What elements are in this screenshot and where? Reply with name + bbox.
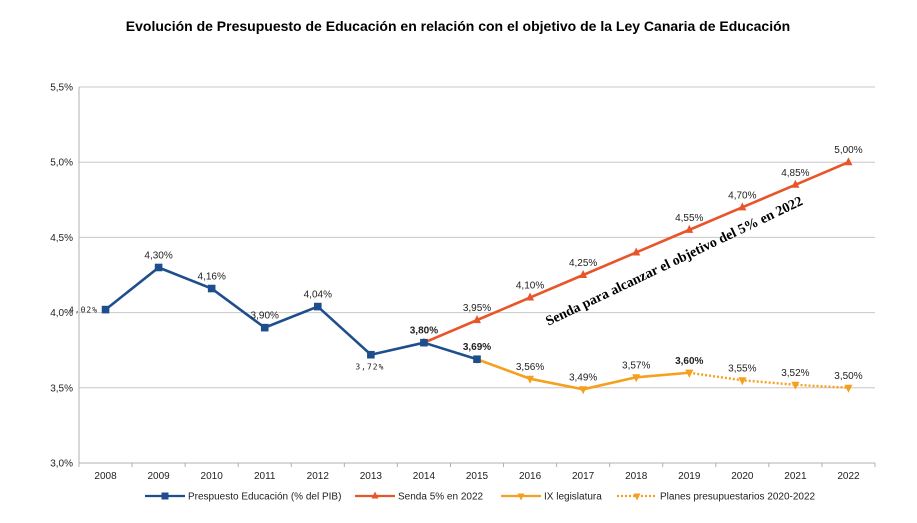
data-point-triangle-down [791, 381, 800, 390]
data-point-square [154, 263, 163, 272]
series-group [101, 157, 853, 395]
series-1 [419, 157, 853, 346]
data-label: 3,60% [675, 356, 703, 367]
data-point-square [473, 355, 481, 364]
x-tick-label: 2020 [731, 471, 754, 482]
data-point-triangle-down [526, 375, 535, 384]
x-tick-label: 2015 [466, 471, 489, 482]
data-point-square [260, 323, 269, 332]
legend: Prespuesto Educación (% del PIB) Senda 5%… [145, 491, 816, 503]
y-axis: 3,0% 3,5% 4,0% 4,5% 5,0% 5,5% [50, 83, 80, 470]
y-tick-label: 4,5% [50, 233, 73, 244]
y-tick-label: 4,0% [50, 308, 73, 319]
data-label: 5,00% [834, 145, 862, 156]
data-label: 4,85% [781, 168, 809, 179]
legend-label: Prespuesto Educación (% del PIB) [188, 492, 341, 503]
data-label: 3,55% [728, 363, 756, 374]
x-tick-label: 2022 [837, 471, 860, 482]
x-tick-label: 2016 [519, 471, 542, 482]
data-label: 3,49% [569, 372, 597, 383]
x-tick-label: 2013 [360, 471, 383, 482]
data-label: 4,30% [144, 250, 172, 261]
data-point-triangle-down [517, 493, 525, 501]
data-label: 4,70% [728, 190, 756, 201]
data-label: 3,52% [781, 368, 809, 379]
data-point-triangle-up [844, 157, 853, 166]
data-point-triangle-up [632, 247, 641, 256]
data-point-square [314, 302, 322, 311]
x-tick-label: 2011 [254, 471, 276, 482]
data-label: 3,57% [622, 360, 650, 371]
x-tick-label: 2008 [94, 471, 117, 482]
data-label: 3,80% [410, 326, 438, 337]
y-tick-label: 5,0% [50, 158, 73, 169]
x-tick-label: 2010 [201, 471, 224, 482]
legend-item: Planes presupuestarios 2020-2022 [617, 492, 816, 503]
data-point-square [101, 305, 110, 314]
data-label: 4,55% [675, 213, 703, 224]
x-axis: 2008 2009 2010 2011 2012 2013 2014 2015 2016 2017… [78, 462, 876, 482]
x-tick-label: 2021 [784, 471, 807, 482]
legend-item: Prespuesto Educación (% del PIB) [145, 492, 341, 503]
series-line [689, 371, 849, 389]
data-point-triangle-up [579, 270, 588, 278]
data-label: 3,56% [516, 362, 544, 373]
data-point-triangle-up [473, 315, 481, 324]
data-label: 4,25% [569, 258, 597, 269]
data-point-triangle-down [738, 377, 747, 386]
x-tick-label: 2012 [307, 471, 330, 482]
x-tick-label: 2018 [625, 471, 648, 482]
data-label: 3,90% [251, 311, 279, 322]
series-3 [685, 369, 853, 393]
y-tick-label: 5,5% [50, 83, 73, 94]
chart-title: Evolución de Presupuesto de Educación en… [126, 18, 790, 34]
legend-label: Planes presupuestarios 2020-2022 [660, 492, 816, 503]
data-point-triangle-down [685, 369, 694, 378]
data-label: 3,69% [463, 342, 491, 353]
data-point-triangle-down [844, 384, 853, 393]
data-label: 3,50% [834, 371, 862, 382]
legend-item: IX legislatura [501, 492, 602, 503]
series-0 [101, 263, 481, 364]
data-point-square [161, 492, 169, 500]
data-point-triangle-down [633, 493, 641, 501]
series-line [104, 266, 478, 361]
x-tick-label: 2017 [572, 471, 595, 482]
data-label: 4,10% [516, 281, 544, 292]
x-tick-label: 2009 [147, 471, 170, 482]
legend-label: IX legislatura [544, 492, 602, 503]
data-point-square [367, 350, 375, 359]
data-point-square [420, 338, 428, 347]
x-tick-label: 2014 [413, 471, 436, 482]
data-labels: 3,95% 4,10% 4,25% 4,55% 4,70% 4,85% 5,00% 3,56%… [69, 145, 863, 383]
data-label: 4,02% [69, 306, 98, 315]
data-label: 4,16% [197, 272, 225, 283]
y-tick-label: 3,5% [50, 383, 73, 394]
data-label: 4,04% [304, 290, 332, 301]
data-label: 3,72% [355, 363, 384, 372]
data-point-triangle-up [526, 292, 535, 301]
data-point-triangle-up [791, 179, 800, 188]
data-point-triangle-down [632, 374, 641, 383]
y-tick-label: 3,0% [50, 459, 73, 470]
x-tick-label: 2019 [678, 471, 701, 482]
data-point-triangle-up [371, 491, 379, 499]
legend-label: Senda 5% en 2022 [398, 492, 484, 503]
data-point-square [207, 284, 216, 293]
data-label: 3,95% [463, 303, 491, 314]
data-point-triangle-down [579, 386, 588, 395]
data-point-triangle-up [738, 202, 747, 211]
legend-item: Senda 5% en 2022 [355, 491, 484, 503]
data-point-triangle-up [685, 224, 694, 233]
